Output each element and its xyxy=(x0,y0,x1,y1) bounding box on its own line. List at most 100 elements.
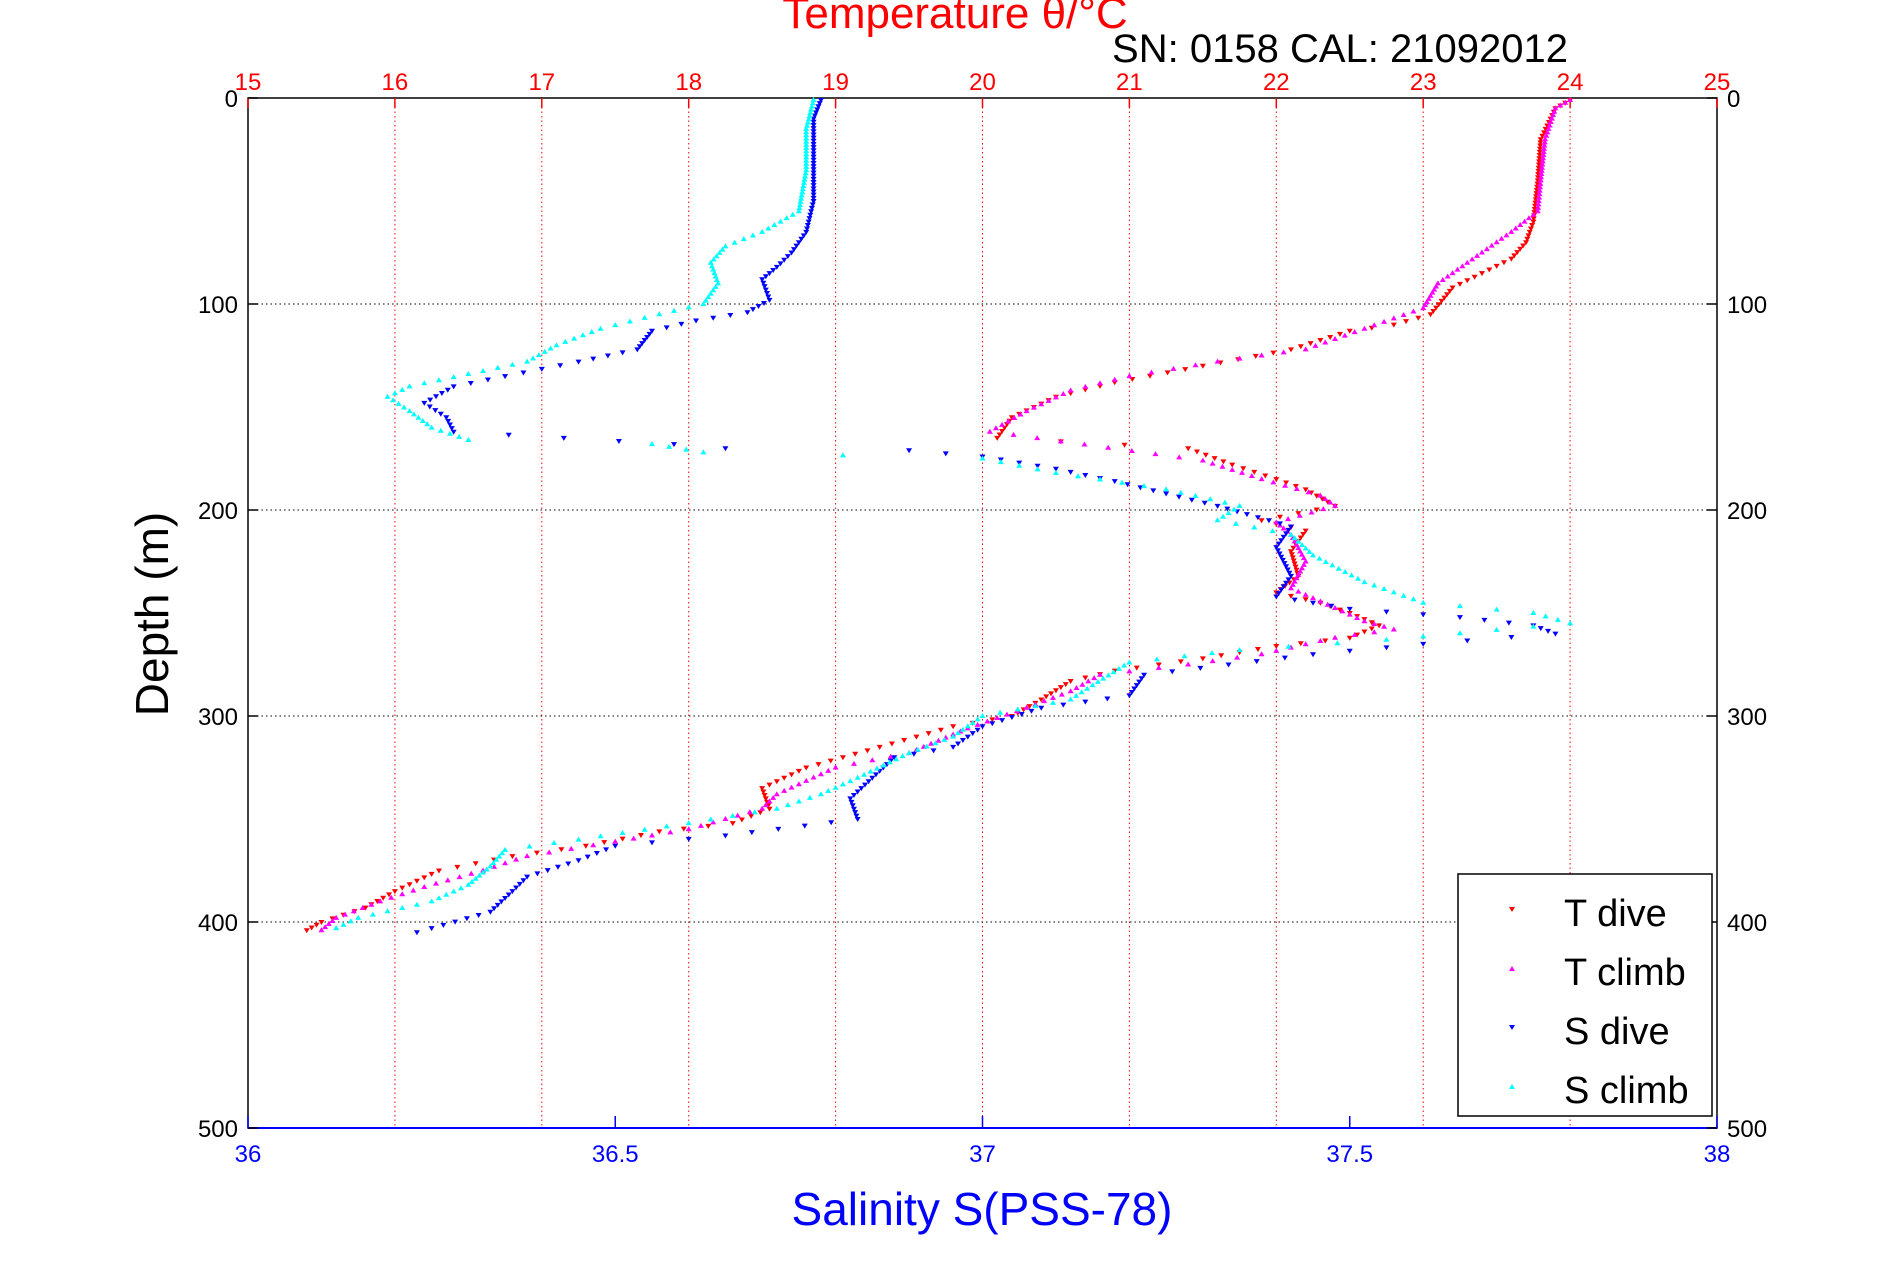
t-climb-point xyxy=(1081,441,1088,447)
t-dive-point xyxy=(421,875,428,881)
s-climb-point xyxy=(641,314,648,320)
s-climb-point xyxy=(796,205,803,211)
s-climb-point xyxy=(710,256,717,262)
t-dive-point xyxy=(1322,638,1329,644)
t-climb-point xyxy=(1332,634,1339,640)
s-climb-point xyxy=(802,170,809,176)
t-dive-point xyxy=(313,922,320,928)
t-climb-point xyxy=(759,805,766,811)
t-climb-point xyxy=(410,887,417,893)
t-climb-point xyxy=(1293,485,1300,491)
t-dive-point xyxy=(680,826,687,832)
s-dive-point xyxy=(1018,711,1025,717)
s-climb-point xyxy=(683,446,690,452)
s-dive-point xyxy=(421,400,428,406)
t-dive-point xyxy=(1220,459,1227,465)
s-dive-point xyxy=(1274,548,1281,554)
s-climb-point xyxy=(804,119,811,125)
s-climb-point xyxy=(1078,689,1085,695)
s-dive-point xyxy=(590,356,597,362)
t-climb-point xyxy=(1152,451,1159,457)
s-dive-point xyxy=(557,363,564,369)
t-climb-point xyxy=(1067,387,1074,393)
t-dive-point xyxy=(738,817,745,823)
t-climb-point xyxy=(1320,506,1327,512)
s-dive-point xyxy=(1265,518,1272,524)
t-climb-point xyxy=(1540,155,1547,161)
t-climb-point xyxy=(421,883,428,889)
t-climb-point xyxy=(1538,171,1545,177)
t-dive-point xyxy=(1537,137,1544,143)
t-dive-point xyxy=(1537,140,1544,146)
s-climb-point xyxy=(493,856,500,862)
s-climb-point xyxy=(1034,466,1041,472)
t-climb-point xyxy=(1302,591,1309,597)
t-climb-point xyxy=(1291,538,1298,544)
t-climb-point xyxy=(359,904,366,910)
s-climb-point xyxy=(469,878,476,884)
t-climb-point xyxy=(1302,641,1309,647)
t-climb-point xyxy=(1058,691,1065,697)
t-dive-point xyxy=(759,786,766,792)
t-dive-point xyxy=(1302,597,1309,603)
t-dive-point xyxy=(1177,659,1184,665)
s-climb-point xyxy=(391,390,398,396)
s-climb-point xyxy=(399,904,406,910)
t-climb-point xyxy=(986,428,993,434)
s-climb-point xyxy=(524,358,531,364)
s-climb-point xyxy=(803,163,810,169)
s-climb-point xyxy=(465,881,472,887)
s-climb-point xyxy=(1302,545,1309,551)
s-climb-point xyxy=(1177,489,1184,495)
t-dive-point xyxy=(1327,334,1334,340)
s-climb-point xyxy=(1084,685,1091,691)
t-climb-point xyxy=(1085,678,1092,684)
s-climb-point xyxy=(435,895,442,901)
s-climb-point xyxy=(490,860,497,866)
s-dive-point xyxy=(1008,715,1015,721)
temperature-tick-label: 23 xyxy=(1410,69,1437,96)
salinity-tick-label: 37.5 xyxy=(1326,1141,1373,1168)
s-climb-point xyxy=(1141,483,1148,489)
t-climb-point xyxy=(1273,519,1280,525)
s-climb-point xyxy=(923,743,930,749)
t-dive-point xyxy=(1534,178,1541,184)
s-climb-point xyxy=(619,830,626,836)
temperature-tick-label: 20 xyxy=(969,69,996,96)
t-climb-point xyxy=(1536,191,1543,197)
s-dive-point xyxy=(487,909,494,915)
t-climb-point xyxy=(1459,263,1466,269)
s-climb-point xyxy=(854,774,861,780)
t-dive-point xyxy=(1164,370,1171,376)
s-dive-point xyxy=(1456,615,1463,621)
t-dive-point xyxy=(1456,281,1463,287)
t-dive-point xyxy=(1346,635,1353,641)
t-climb-point xyxy=(1541,139,1548,145)
s-climb-point xyxy=(1097,476,1104,482)
s-climb-point xyxy=(964,723,971,729)
t-climb-point xyxy=(1126,668,1133,674)
t-climb-point xyxy=(1293,541,1300,547)
t-dive-point xyxy=(1297,535,1304,541)
s-climb-point xyxy=(428,898,435,904)
chart-title: Temperature θ/°C xyxy=(782,0,1127,38)
s-climb-point xyxy=(861,771,868,777)
data-points xyxy=(303,97,1574,936)
t-dive-point xyxy=(1218,653,1225,659)
s-dive-point xyxy=(1420,641,1427,647)
t-dive-point xyxy=(1534,184,1541,190)
s-climb-point xyxy=(1032,703,1039,709)
s-climb-point xyxy=(1334,640,1341,646)
depth-tick-label-left: 300 xyxy=(198,704,238,731)
t-climb-point xyxy=(1535,198,1542,203)
t-dive-point xyxy=(1270,350,1277,356)
s-dive-point xyxy=(810,192,817,198)
s-dive-point xyxy=(646,331,653,337)
t-climb-point xyxy=(1287,585,1294,591)
s-climb-point xyxy=(798,195,805,201)
t-dive-point xyxy=(1273,643,1280,649)
t-dive-point xyxy=(864,748,871,754)
s-dive-point xyxy=(808,205,815,211)
s-climb-point xyxy=(458,885,465,891)
s-climb-point xyxy=(446,430,453,436)
